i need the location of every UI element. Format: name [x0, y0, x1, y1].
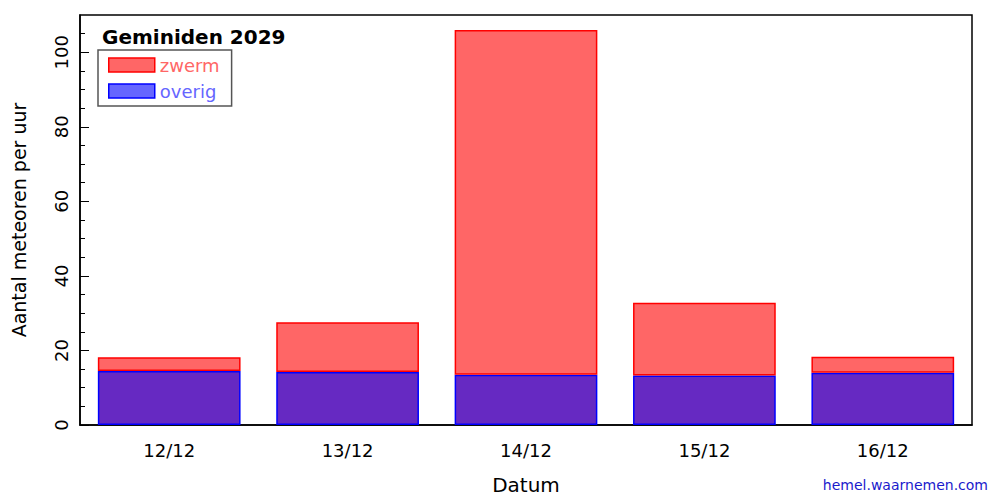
- svg-text:20: 20: [51, 339, 72, 362]
- svg-text:Datum: Datum: [492, 473, 560, 497]
- svg-text:hemel.waarnemen.com: hemel.waarnemen.com: [823, 477, 988, 493]
- svg-text:40: 40: [51, 264, 72, 287]
- svg-text:14/12: 14/12: [500, 440, 552, 461]
- svg-text:80: 80: [51, 115, 72, 138]
- svg-text:Geminiden 2029: Geminiden 2029: [102, 25, 286, 49]
- svg-text:100: 100: [51, 35, 72, 69]
- svg-text:Aantal meteoren per uur: Aantal meteoren per uur: [8, 102, 30, 337]
- svg-text:0: 0: [51, 419, 72, 430]
- svg-text:60: 60: [51, 190, 72, 213]
- svg-text:16/12: 16/12: [857, 440, 909, 461]
- svg-text:overig: overig: [160, 81, 217, 102]
- svg-text:12/12: 12/12: [143, 440, 195, 461]
- svg-text:zwerm: zwerm: [160, 55, 220, 76]
- svg-text:15/12: 15/12: [678, 440, 730, 461]
- svg-text:13/12: 13/12: [322, 440, 374, 461]
